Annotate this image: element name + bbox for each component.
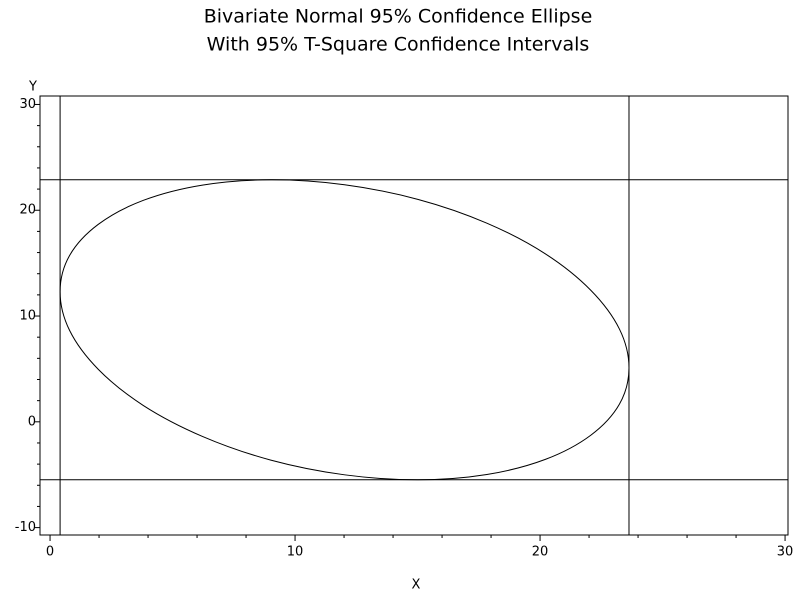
x-tick-label: 0: [46, 545, 54, 560]
x-tick-label: 30: [777, 545, 794, 560]
y-tick-label: 30: [19, 97, 36, 112]
y-tick-label: 0: [28, 414, 36, 429]
plot-frame: [39, 95, 789, 536]
x-tick-label: 20: [532, 545, 549, 560]
chart-subtitle: With 95% T-Square Confidence Intervals: [207, 34, 590, 56]
x-tick-label: 10: [287, 545, 304, 560]
y-tick-label: -10: [15, 520, 36, 535]
y-axis-label: Y: [28, 80, 37, 95]
chart-title: Bivariate Normal 95% Confidence Ellipse: [204, 6, 593, 28]
ellipse-line: [59, 179, 630, 481]
y-tick-label: 10: [19, 309, 36, 324]
y-tick-label: 20: [19, 203, 36, 218]
x-axis-label: X: [412, 578, 421, 593]
